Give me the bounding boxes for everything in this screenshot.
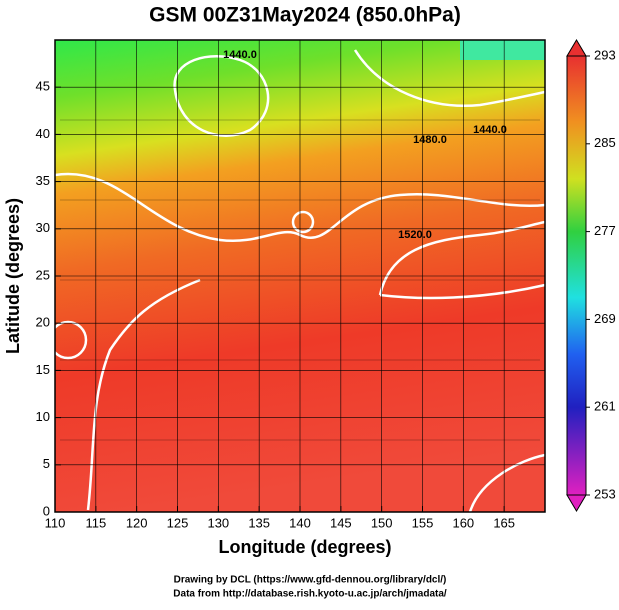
contour-label: 1440.0	[223, 49, 257, 61]
x-tick-label: 135	[248, 515, 270, 530]
credit: Drawing by DCL (https://www.gfd-dennou.o…	[174, 575, 447, 586]
x-tick-label: 130	[207, 515, 229, 530]
y-axis-label: Latitude (degrees)	[3, 198, 23, 354]
x-tick-label: 165	[493, 515, 515, 530]
x-tick-label: 160	[452, 515, 474, 530]
y-tick-label: 10	[36, 409, 50, 424]
colorbar-tick-label: 261	[594, 399, 616, 414]
contours	[48, 49, 546, 513]
y-tick-label: 45	[36, 79, 50, 94]
y-tick-label: 15	[36, 362, 50, 377]
x-tick-label: 140	[289, 515, 311, 530]
y-tick-label: 30	[36, 220, 50, 235]
y-tick-label: 5	[43, 456, 50, 471]
contour-label: 1480.0	[413, 134, 447, 146]
x-tick-label: 120	[126, 515, 148, 530]
colorbar-tick-label: 269	[594, 311, 616, 326]
colorbar-top-arrow	[566, 39, 587, 57]
title: GSM 00Z31May2024 (850.0hPa)	[149, 4, 461, 27]
x-tick-label: 125	[167, 515, 189, 530]
y-tick-label: 40	[36, 126, 50, 141]
x-tick-label: 150	[371, 515, 393, 530]
x-axis-label: Longitude (degrees)	[218, 537, 391, 557]
y-tick-label: 0	[43, 503, 50, 518]
y-tick-label: 35	[36, 173, 50, 188]
contour-label: 1440.0	[473, 124, 507, 136]
y-tick-label: 25	[36, 267, 50, 282]
x-tick-label: 145	[330, 515, 352, 530]
y-tick-label: 20	[36, 315, 50, 330]
colorbar-tick-label: 277	[594, 223, 616, 238]
colorbar-tick-label: 285	[594, 135, 616, 150]
colorbar-tick-label: 293	[594, 47, 616, 62]
colorbar-tick-label: 253	[594, 486, 616, 501]
contour-label: 1520.0	[398, 229, 432, 241]
credit: Data from http://database.rish.kyoto-u.a…	[173, 589, 447, 600]
cool-region	[460, 40, 545, 60]
colorbar	[566, 55, 587, 496]
x-tick-label: 115	[85, 515, 106, 530]
x-tick-label: 155	[412, 515, 434, 530]
colorbar-bottom-arrow	[566, 494, 587, 512]
x-tick-label: 110	[45, 515, 66, 530]
